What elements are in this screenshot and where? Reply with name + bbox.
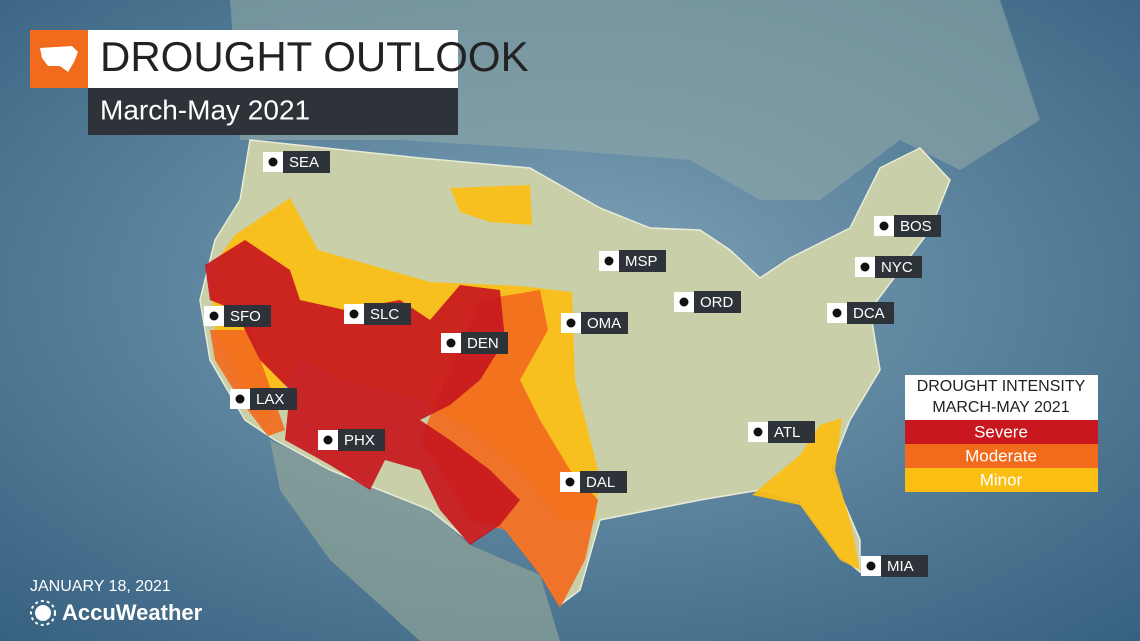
city-label: DCA	[853, 305, 885, 322]
legend-swatch	[905, 420, 1098, 444]
city-label: SLC	[370, 306, 399, 323]
subtitle: March-May 2021	[100, 94, 310, 125]
city-label-box	[581, 312, 628, 334]
city-dot	[349, 309, 359, 319]
city-label-box	[694, 291, 741, 313]
city-label: DEN	[467, 335, 499, 352]
mexico-land	[270, 440, 560, 641]
city-dot	[866, 561, 876, 571]
city-label-box	[619, 250, 666, 272]
city-dot	[446, 338, 456, 348]
us-icon	[40, 46, 78, 72]
legend: Severe Moderate Minor	[905, 420, 1098, 492]
date: JANUARY 18, 2021	[30, 578, 171, 595]
city-markers: SEA SFO LAX PHX SLC DEN OMA MSP ORD DAL ATL MIA DCA N…	[204, 151, 941, 577]
city-label-box	[224, 305, 271, 327]
city-label: BOS	[900, 218, 932, 235]
city-dot	[209, 311, 219, 321]
city-label-box	[364, 303, 411, 325]
drought-region	[752, 418, 860, 570]
legend-label: Severe	[974, 422, 1028, 441]
brand: AccuWeather	[62, 600, 203, 625]
legend-swatch	[905, 444, 1098, 468]
city-label: ORD	[700, 294, 734, 311]
city-dot	[604, 256, 614, 266]
city-label-box	[461, 332, 508, 354]
city-label: OMA	[587, 315, 621, 332]
city-label: DAL	[586, 474, 615, 491]
city-dot	[753, 427, 763, 437]
city-label: SEA	[289, 154, 319, 171]
city-label-box	[894, 215, 941, 237]
city-label: MIA	[887, 558, 914, 575]
city-dot	[323, 435, 333, 445]
legend-label: Minor	[980, 470, 1023, 489]
city-label-box	[847, 302, 894, 324]
city-label: SFO	[230, 308, 261, 325]
city-label: ATL	[774, 424, 800, 441]
title: DROUGHT OUTLOOK	[100, 33, 529, 80]
legend-header	[905, 375, 1098, 420]
city-label: MSP	[625, 253, 658, 270]
city-dot	[679, 297, 689, 307]
drought-region	[450, 185, 532, 225]
legend-title: MARCH-MAY 2021	[932, 399, 1069, 416]
city-label: PHX	[344, 432, 375, 449]
title-box	[88, 30, 458, 88]
legend-title: DROUGHT INTENSITY	[917, 378, 1086, 395]
city-label-box	[881, 555, 928, 577]
city-label-box	[768, 421, 815, 443]
city-label-box	[338, 429, 385, 451]
city-dot	[832, 308, 842, 318]
city-dot	[566, 318, 576, 328]
subtitle-box	[88, 88, 458, 135]
city-label: LAX	[256, 391, 284, 408]
drought-region	[205, 240, 520, 545]
city-label-box	[283, 151, 330, 173]
city-dot	[860, 262, 870, 272]
city-label: NYC	[881, 259, 913, 276]
brand-logo	[30, 600, 56, 626]
city-label-box	[875, 256, 922, 278]
city-label-box	[250, 388, 297, 410]
city-dot	[235, 394, 245, 404]
city-dot	[268, 157, 278, 167]
legend-swatch	[905, 468, 1098, 492]
legend-label: Moderate	[965, 446, 1037, 465]
city-dot	[879, 221, 889, 231]
city-dot	[565, 477, 575, 487]
city-label-box	[580, 471, 627, 493]
drought-regions	[205, 185, 860, 608]
